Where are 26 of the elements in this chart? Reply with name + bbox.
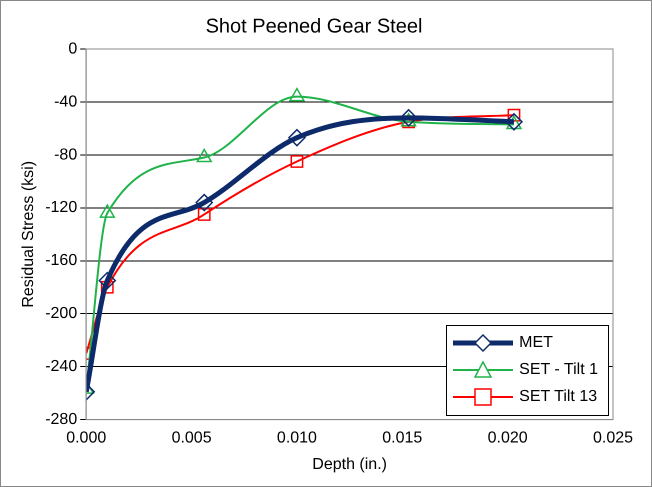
legend-label: MET [519,334,553,352]
x-tick-label: 0.000 [66,430,106,447]
x-axis-title: Depth (in.) [312,456,387,473]
x-tick-label: 0.005 [172,430,212,447]
point [198,208,211,221]
y-tick-label: -200 [45,305,78,322]
point [400,109,418,127]
y-tick-label: -120 [45,199,78,216]
point [195,194,213,212]
x-tick-label: 0.015 [382,430,422,447]
chart-title: Shot Peened Gear Steel [206,16,422,38]
legend-label: SET - Tilt 1 [519,361,598,380]
y-axis-title: Residual Stress (ksi) [20,160,38,308]
point [290,155,304,168]
y-tick-label: -280 [45,411,78,428]
y-tick-label: -240 [45,358,78,376]
point [288,128,306,146]
x-tick-label: 0.010 [276,430,318,447]
y-tick-label: -40 [54,93,78,110]
x-tick-label: 0.020 [488,430,528,447]
point [98,272,116,290]
x-tick-label: 0.025 [592,430,634,447]
y-tick-label: -160 [45,252,78,270]
legend-label: SET Tilt 13 [519,388,598,406]
y-tick-label: -80 [54,146,78,164]
y-tick-label: 0 [68,40,78,58]
